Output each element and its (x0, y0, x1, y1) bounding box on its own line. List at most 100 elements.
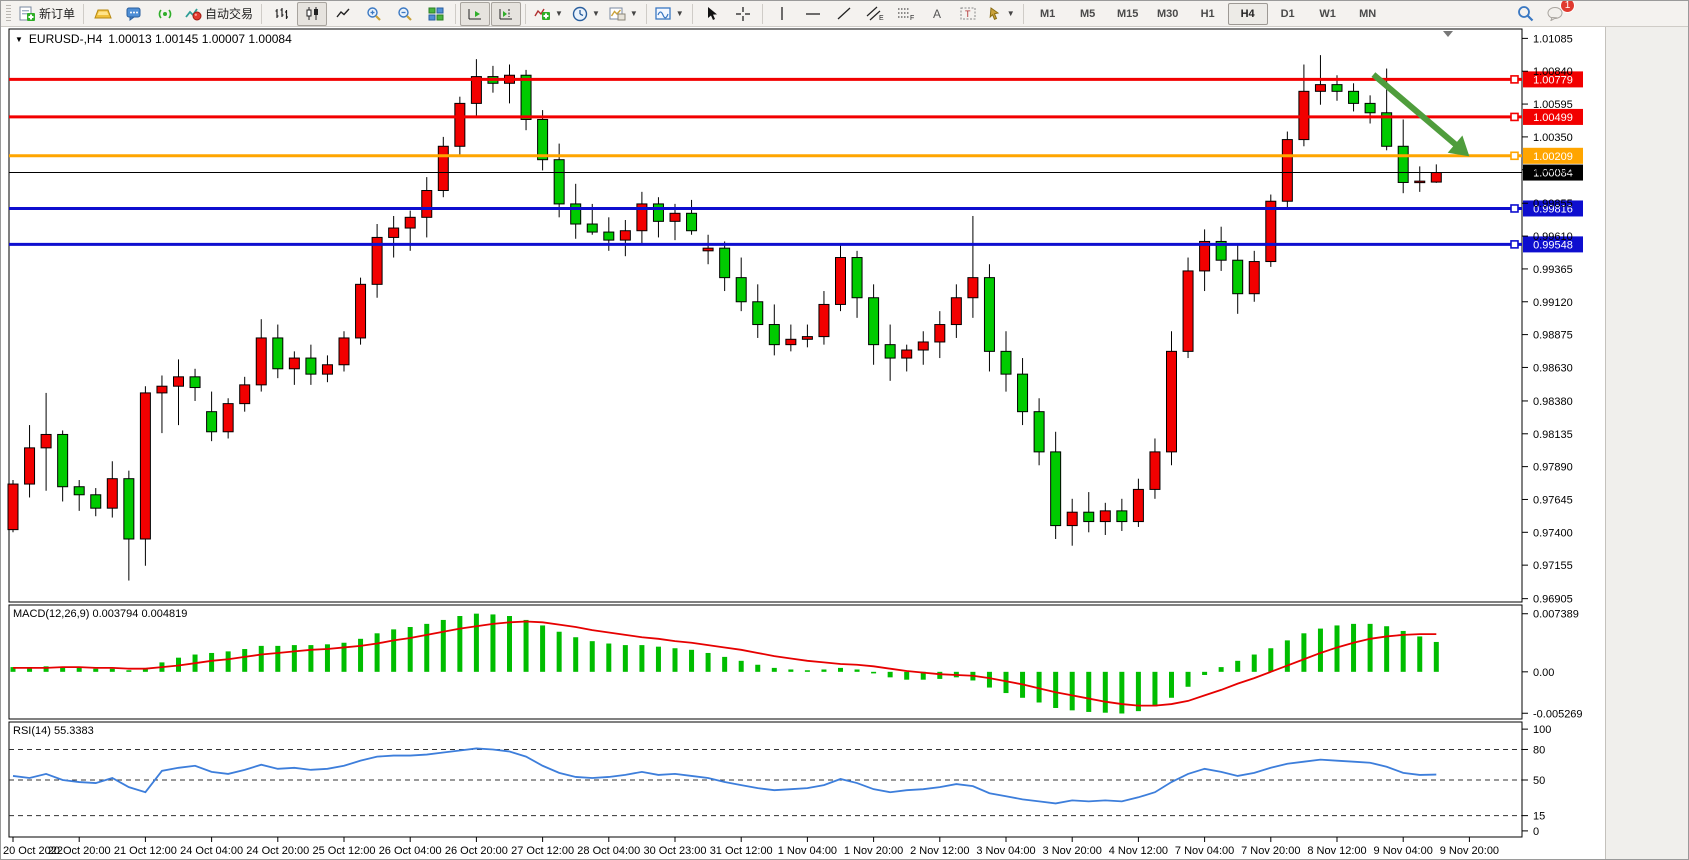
time-tick-label: 30 Oct 23:00 (644, 845, 707, 857)
separator (761, 3, 763, 24)
price-tick-label: 0.97890 (1533, 462, 1573, 474)
time-tick-label: 1 Nov 20:00 (844, 845, 903, 857)
timeframe-m1[interactable]: M1 (1040, 7, 1056, 20)
chart-shift-marker[interactable] (1443, 31, 1453, 37)
new-order-button[interactable]: 新订单 (15, 2, 79, 26)
price-tick-label: 0.99120 (1533, 297, 1573, 309)
price-line-label (1523, 236, 1583, 253)
macd-indicator-label: MACD(12,26,9) 0.003794 0.004819 (13, 608, 187, 620)
toolbar-grip[interactable] (6, 4, 11, 23)
time-tick-label: 2 Nov 12:00 (910, 845, 969, 857)
price-tick-label: 1.00350 (1533, 132, 1573, 144)
vertical-line-icon (781, 7, 783, 20)
clock-icon (572, 6, 588, 21)
rsi-value: 55.3383 (53, 725, 94, 737)
svg-text:E: E (879, 15, 884, 21)
periods-button[interactable]: ▼ (568, 2, 604, 26)
toolbar-right-group: 1 (1510, 1, 1575, 26)
channel-button[interactable]: E (860, 2, 890, 26)
price-tick-label: 0.97155 (1533, 560, 1573, 572)
rsi-tick-label: 50 (1533, 775, 1545, 787)
text-label-button[interactable]: T (953, 2, 983, 26)
auto-scroll-button[interactable] (460, 1, 491, 26)
text-icon: A (933, 7, 941, 21)
line-chart-icon (335, 8, 350, 18)
text-button[interactable]: A (922, 2, 952, 26)
price-line-label (1523, 71, 1583, 88)
indicators-button[interactable]: ▼ (530, 2, 567, 26)
svg-text:1.00499: 1.00499 (1533, 112, 1573, 124)
crosshair-button[interactable] (728, 2, 758, 26)
gold-bar-icon (94, 9, 112, 18)
timeframe-m15[interactable]: M15 (1116, 7, 1139, 20)
zoom-in-button[interactable] (359, 2, 389, 26)
arrows-button[interactable]: ▼ (984, 2, 1019, 26)
price-tick-label: 0.99855 (1533, 198, 1573, 210)
cursor-button[interactable] (697, 2, 727, 26)
price-tick-label: 0.97400 (1533, 527, 1573, 539)
notifications-button[interactable]: 1 (1540, 1, 1575, 26)
autotrading-icon (185, 8, 202, 21)
timeframe-m30[interactable]: M30 (1156, 7, 1179, 20)
price-tick-label: 0.98380 (1533, 396, 1573, 408)
chat-icon (126, 7, 141, 21)
fibonacci-button[interactable]: F (891, 2, 921, 26)
rsi-panel (8, 721, 1523, 838)
timeframe-h1[interactable]: H1 (1200, 7, 1215, 20)
price-tick-label: 1.01085 (1533, 33, 1573, 45)
zoom-out-button[interactable] (390, 2, 420, 26)
svg-text:1.00209: 1.00209 (1533, 151, 1573, 163)
templates-icon (609, 7, 626, 21)
timeframe-h4[interactable]: H4 (1227, 2, 1268, 25)
macd-main-value: 0.003794 (92, 608, 139, 620)
timeframe-mn[interactable]: MN (1359, 7, 1377, 20)
templates-button[interactable]: ▼ (605, 2, 642, 26)
time-tick-label: 31 Oct 12:00 (710, 845, 773, 857)
cursor-icon (707, 7, 717, 20)
svg-text:1.00779: 1.00779 (1533, 74, 1573, 86)
timeframe-m5[interactable]: M5 (1080, 7, 1096, 20)
vertical-line-button[interactable] (767, 2, 797, 26)
right-gutter (1605, 27, 1688, 859)
time-tick-label: 4 Nov 12:00 (1109, 845, 1168, 857)
separator (1022, 3, 1024, 24)
search-button[interactable] (1510, 2, 1540, 26)
separator (261, 3, 263, 24)
time-tick-label: 26 Oct 04:00 (379, 845, 442, 857)
time-tick-label: 26 Oct 20:00 (445, 845, 508, 857)
price-line-label (1523, 147, 1583, 164)
chevron-down-icon: ▼ (555, 9, 563, 18)
fibonacci-icon: F (897, 8, 914, 21)
price-tick-label: 0.99610 (1533, 231, 1573, 243)
chart-title: ▼ EURUSD-,H4 1.00013 1.00145 1.00007 1.0… (15, 32, 292, 46)
autotrading-button[interactable]: 自动交易 (181, 2, 257, 26)
candlestick-chart-icon (306, 7, 318, 20)
signals-button[interactable] (150, 2, 180, 26)
trendline-button[interactable] (829, 2, 859, 26)
trend-arrow-annotation[interactable] (1371, 72, 1470, 157)
timeframe-w1[interactable]: W1 (1319, 7, 1336, 20)
chat-button[interactable] (119, 2, 149, 26)
price-tick-label: 1.00595 (1533, 99, 1573, 111)
market-watch-button[interactable] (88, 2, 118, 26)
price-line-label (1523, 164, 1583, 181)
line-chart-button[interactable] (328, 2, 358, 26)
timeframe-group: M1 M5 M15 M30 H1 H4 D1 W1 MN (1028, 2, 1388, 25)
bar-chart-button[interactable] (266, 2, 296, 26)
rsi-indicator-label: RSI(14) 55.3383 (13, 725, 94, 737)
new-order-icon (19, 6, 35, 21)
candlestick-chart-button[interactable] (297, 1, 328, 26)
timeframe-d1[interactable]: D1 (1280, 7, 1295, 20)
price-tick-label: 1.00840 (1533, 66, 1573, 78)
chart-shift-button[interactable] (491, 1, 522, 26)
objects-list-button[interactable]: ▼ (651, 2, 688, 26)
indicators-icon (534, 8, 551, 20)
price-scale[interactable]: 1.01085 1.00840 1.00595 1.00350 1.00105 0.998… (1522, 33, 1583, 838)
price-lines-layer[interactable]: 1.00779 1.00499 1.00209 1.00084 0.99816 0.995… (9, 71, 1583, 253)
macd-name: MACD(12,26,9) (13, 608, 90, 620)
tile-windows-button[interactable] (421, 2, 451, 26)
horizontal-line-button[interactable] (798, 2, 828, 26)
time-tick-label: 27 Oct 12:00 (511, 845, 574, 857)
